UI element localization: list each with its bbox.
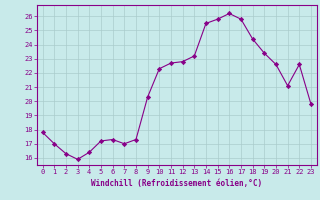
X-axis label: Windchill (Refroidissement éolien,°C): Windchill (Refroidissement éolien,°C) — [91, 179, 262, 188]
